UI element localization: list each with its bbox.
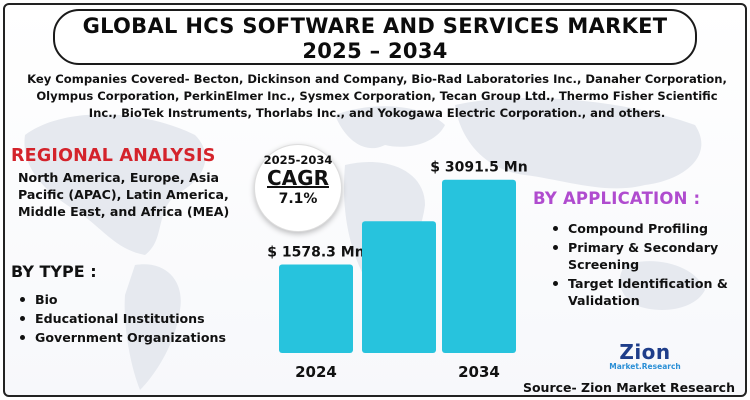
key-companies-text: Key Companies Covered- Becton, Dickinson…: [27, 72, 727, 120]
by-type-title: BY TYPE :: [11, 262, 97, 281]
bar-value-label-0: $ 1578.3 Mn: [267, 245, 364, 261]
by-application-item: Primary & Secondary Screening: [550, 239, 745, 273]
infographic-frame: GLOBAL HCS SOFTWARE AND SERVICES MARKET …: [3, 3, 747, 397]
bar-0: [279, 264, 353, 353]
page-title-years: 2025 – 2034: [302, 39, 448, 63]
zion-logo: Zion Market.Research: [605, 342, 685, 378]
title-box: GLOBAL HCS SOFTWARE AND SERVICES MARKET …: [53, 9, 697, 65]
by-application-item: Target Identification & Validation: [550, 275, 745, 309]
source-text: Source- Zion Market Research: [522, 380, 735, 395]
cagr-label: CAGR: [267, 166, 329, 190]
by-application-title: BY APPLICATION :: [533, 189, 701, 208]
market-bar-chart: $ 1578.3 Mn 2024 $ 3091.5 Mn 2034: [267, 160, 527, 381]
logo-main-text: Zion: [619, 340, 671, 364]
cagr-years: 2025-2034: [263, 153, 333, 167]
by-type-list: Bio Educational Institutions Government …: [17, 291, 247, 348]
bar-2: [442, 179, 516, 353]
cagr-value: 7.1%: [278, 191, 318, 207]
x-tick-label-0: 2024: [295, 363, 337, 381]
regional-analysis-text: North America, Europe, Asia Pacific (APA…: [18, 170, 230, 219]
regional-analysis-title: REGIONAL ANALYSIS: [11, 146, 216, 166]
bar-value-label-2: $ 3091.5 Mn: [430, 160, 527, 176]
by-application-item: Compound Profiling: [550, 220, 745, 237]
by-type-item: Educational Institutions: [17, 310, 247, 327]
by-type-item: Bio: [17, 291, 247, 308]
cagr-badge: 2025-2034 CAGR 7.1%: [254, 144, 342, 232]
by-application-list: Compound Profiling Primary & Secondary S…: [550, 220, 745, 311]
bar-1: [362, 221, 436, 353]
by-type-item: Government Organizations: [17, 329, 247, 346]
page-title: GLOBAL HCS SOFTWARE AND SERVICES MARKET: [82, 14, 668, 38]
logo-sub-text: Market.Research: [609, 362, 681, 371]
x-tick-label-2: 2034: [458, 363, 500, 381]
